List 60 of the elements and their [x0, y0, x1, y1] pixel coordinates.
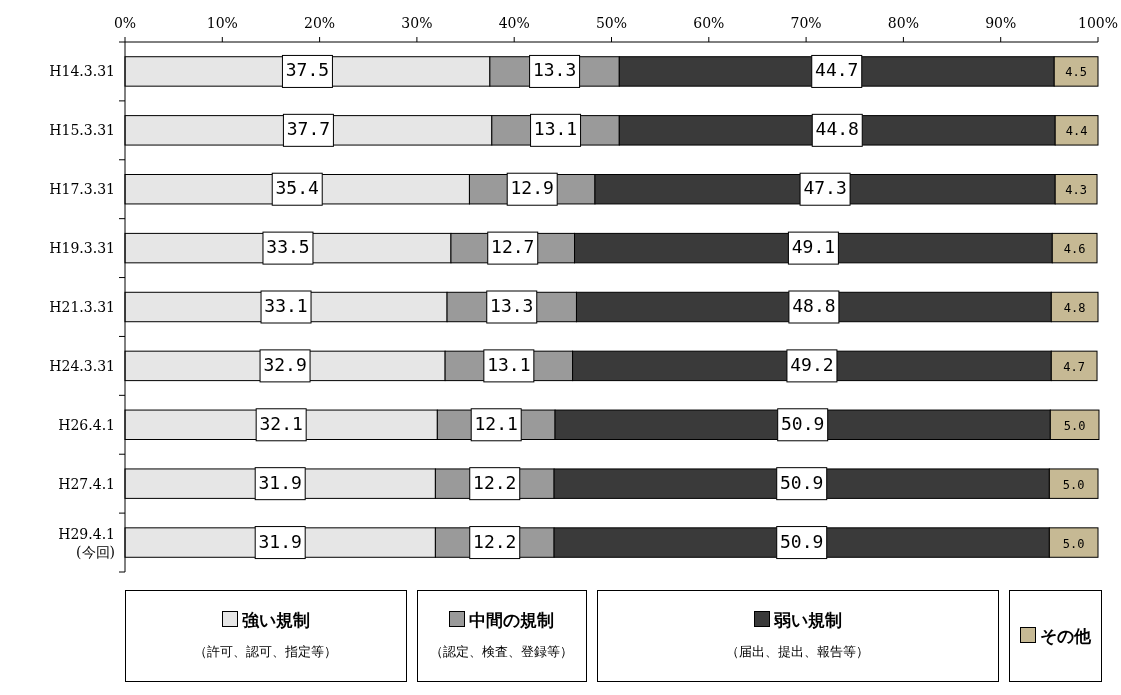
x-tick-label: 0% [113, 15, 137, 31]
data-label: 48.8 [792, 295, 836, 316]
y-tick-label: H27.4.1 [58, 475, 115, 492]
data-label: 4.4 [1065, 124, 1088, 139]
data-label: 50.9 [780, 471, 824, 493]
data-label: 5.0 [1063, 418, 1086, 433]
x-tick-label: 60% [693, 15, 725, 31]
x-tick-label: 50% [595, 15, 628, 31]
y-tick-label: H17.3.31 [49, 181, 115, 198]
data-label: 13.3 [490, 295, 534, 316]
legend-label: 強い規制（許可、認可、指定等） [194, 610, 338, 659]
x-tick-label: 10% [206, 15, 238, 31]
data-label: 12.7 [491, 236, 535, 258]
y-tick-label: H26.4.1 [58, 416, 115, 433]
data-label: 13.1 [487, 353, 531, 375]
data-label: 13.1 [533, 118, 578, 140]
y-tick-label: H19.3.31 [49, 240, 115, 257]
data-label: 31.9 [258, 471, 302, 493]
data-label: 47.3 [803, 177, 847, 199]
legend-label: その他 [1040, 625, 1092, 646]
x-tick-label: 80% [887, 15, 919, 31]
data-label: 13.3 [532, 59, 577, 81]
x-tick-label: 100% [1077, 15, 1119, 31]
data-label: 4.7 [1063, 359, 1086, 374]
data-label: 12.2 [473, 530, 517, 552]
data-label: 37.7 [286, 118, 331, 140]
data-label: 4.5 [1065, 65, 1087, 80]
data-label: 12.2 [473, 471, 517, 493]
data-label: 5.0 [1062, 536, 1085, 551]
x-tick-label: 70% [790, 15, 822, 31]
data-label: 32.1 [259, 412, 303, 434]
data-label: 31.9 [258, 530, 302, 552]
x-tick-label: 40% [498, 15, 530, 31]
legend-label: 中間の規制（認定、検査、登録等） [430, 610, 574, 659]
data-label: 50.9 [780, 530, 824, 552]
x-tick-label: 30% [401, 15, 433, 31]
y-tick-label: H15.3.31 [49, 122, 115, 139]
data-label: 12.9 [510, 177, 554, 199]
data-label: 33.1 [264, 295, 308, 316]
data-label: 44.8 [815, 118, 859, 140]
y-tick-label: H14.3.31 [49, 63, 115, 80]
x-tick-label: 20% [304, 15, 336, 31]
data-label: 4.3 [1065, 183, 1087, 198]
data-label: 44.7 [815, 59, 859, 81]
data-label: 49.1 [791, 236, 836, 258]
data-label: 49.2 [790, 353, 834, 375]
data-label: 4.6 [1063, 242, 1086, 257]
y-tick-label: H29.4.1 (今回) [58, 525, 115, 560]
x-tick-label: 90% [985, 15, 1017, 31]
legend-label: 弱い規制（届出、提出、報告等） [726, 610, 870, 659]
data-label: 35.4 [275, 177, 319, 199]
data-label: 32.9 [263, 353, 307, 375]
data-label: 33.5 [266, 236, 310, 258]
y-tick-label: H21.3.31 [49, 299, 115, 315]
data-label: 37.5 [285, 59, 330, 81]
y-tick-label: H24.3.31 [49, 357, 115, 374]
data-label: 4.8 [1063, 301, 1086, 315]
data-label: 50.9 [781, 412, 825, 434]
data-label: 12.1 [474, 412, 518, 434]
data-label: 5.0 [1062, 477, 1085, 492]
